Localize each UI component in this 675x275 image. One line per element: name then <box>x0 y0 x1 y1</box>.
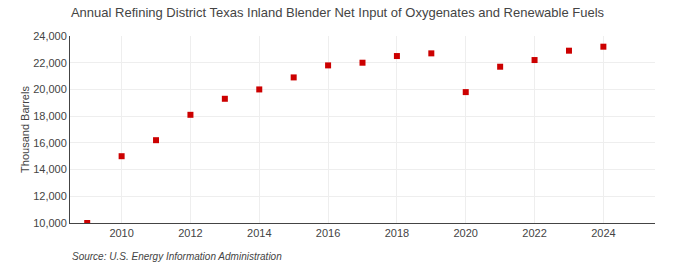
svg-text:22,000: 22,000 <box>33 57 67 69</box>
svg-text:2014: 2014 <box>247 227 271 239</box>
svg-text:Thousand Barrels: Thousand Barrels <box>19 86 31 173</box>
svg-text:2012: 2012 <box>178 227 202 239</box>
svg-text:2016: 2016 <box>316 227 340 239</box>
svg-text:2020: 2020 <box>453 227 477 239</box>
svg-text:16,000: 16,000 <box>33 137 67 149</box>
svg-text:2010: 2010 <box>109 227 133 239</box>
svg-text:14,000: 14,000 <box>33 163 67 175</box>
svg-text:2018: 2018 <box>385 227 409 239</box>
svg-text:18,000: 18,000 <box>33 110 67 122</box>
svg-text:24,000: 24,000 <box>33 30 67 42</box>
svg-text:10,000: 10,000 <box>33 217 67 229</box>
svg-text:Source: U.S. Energy Informatio: Source: U.S. Energy Information Administ… <box>72 251 282 262</box>
svg-text:2022: 2022 <box>522 227 546 239</box>
svg-text:Annual Refining District Texas: Annual Refining District Texas Inland Bl… <box>71 5 605 20</box>
svg-text:12,000: 12,000 <box>33 190 67 202</box>
svg-text:20,000: 20,000 <box>33 83 67 95</box>
svg-text:2024: 2024 <box>591 227 615 239</box>
